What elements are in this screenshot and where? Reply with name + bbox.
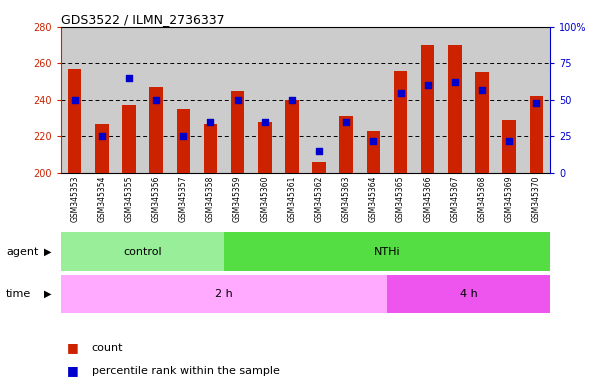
Point	[205, 119, 215, 125]
Point	[423, 82, 433, 88]
Text: count: count	[92, 343, 123, 353]
Point	[396, 89, 406, 96]
Bar	[149, 87, 163, 173]
Point	[260, 119, 269, 125]
Bar	[441, 27, 469, 173]
Bar	[312, 162, 326, 173]
Bar	[279, 27, 306, 173]
Bar	[224, 27, 251, 173]
Bar	[231, 91, 244, 173]
Text: 4 h: 4 h	[459, 289, 477, 299]
Point	[287, 97, 297, 103]
Bar	[475, 73, 489, 173]
Bar	[142, 27, 170, 173]
Bar	[530, 96, 543, 173]
Bar	[88, 27, 115, 173]
Bar	[61, 275, 387, 313]
Bar	[469, 27, 496, 173]
Bar	[177, 109, 190, 173]
Bar	[258, 122, 271, 173]
Point	[233, 97, 243, 103]
Text: ▶: ▶	[44, 247, 51, 257]
Point	[124, 75, 134, 81]
Bar	[122, 105, 136, 173]
Point	[97, 133, 107, 139]
Text: agent: agent	[6, 247, 38, 257]
Bar	[448, 45, 462, 173]
Bar	[502, 120, 516, 173]
Bar	[414, 27, 441, 173]
Text: control: control	[123, 247, 162, 257]
Bar	[203, 124, 218, 173]
Point	[450, 79, 459, 85]
Bar	[95, 124, 109, 173]
Bar	[61, 27, 88, 173]
Bar	[332, 27, 360, 173]
Bar	[340, 116, 353, 173]
Bar	[360, 27, 387, 173]
Bar	[224, 232, 550, 271]
Bar	[523, 27, 550, 173]
Bar	[393, 71, 408, 173]
Point	[152, 97, 161, 103]
Bar	[115, 27, 142, 173]
Bar	[387, 27, 414, 173]
Text: ▶: ▶	[44, 289, 51, 299]
Bar	[285, 100, 299, 173]
Bar	[367, 131, 380, 173]
Text: ■: ■	[67, 341, 79, 354]
Point	[532, 100, 541, 106]
Text: NTHi: NTHi	[374, 247, 400, 257]
Bar	[197, 27, 224, 173]
Text: GDS3522 / ILMN_2736337: GDS3522 / ILMN_2736337	[61, 13, 225, 26]
Text: percentile rank within the sample: percentile rank within the sample	[92, 366, 279, 376]
Point	[504, 137, 514, 144]
Point	[368, 137, 378, 144]
Bar	[421, 45, 434, 173]
Point	[178, 133, 188, 139]
Bar	[387, 275, 550, 313]
Bar	[170, 27, 197, 173]
Bar	[251, 27, 279, 173]
Bar	[496, 27, 523, 173]
Point	[70, 97, 79, 103]
Bar	[61, 232, 224, 271]
Point	[314, 148, 324, 154]
Text: time: time	[6, 289, 31, 299]
Point	[342, 119, 351, 125]
Bar	[68, 69, 81, 173]
Text: ■: ■	[67, 364, 79, 377]
Bar	[306, 27, 332, 173]
Point	[477, 86, 487, 93]
Text: 2 h: 2 h	[215, 289, 233, 299]
